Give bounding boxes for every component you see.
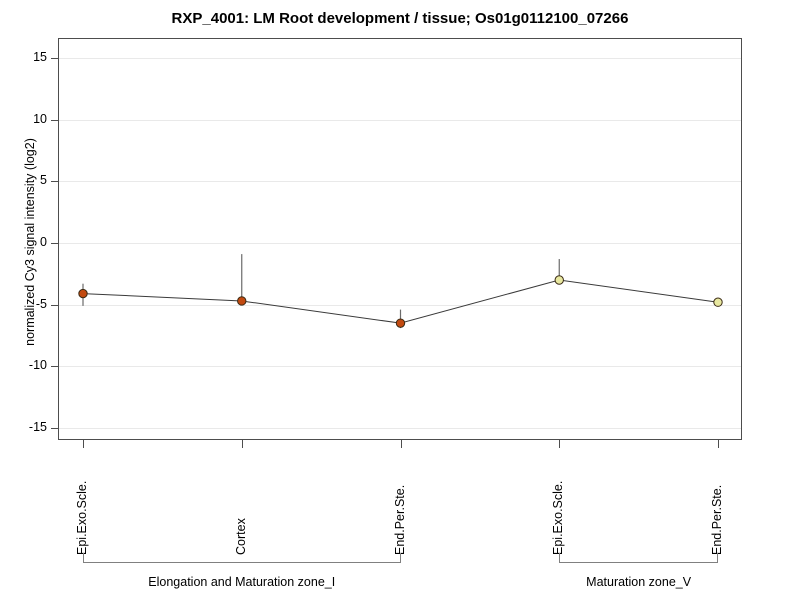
gridline <box>59 58 741 59</box>
gridline <box>59 181 741 183</box>
y-tick-mark <box>51 366 58 368</box>
gridline <box>59 428 741 429</box>
group-bracket <box>559 553 718 563</box>
y-tick-label: 15 <box>33 50 47 64</box>
x-tick-mark <box>241 440 243 448</box>
y-tick-label: -5 <box>35 296 47 311</box>
gridline <box>59 366 741 368</box>
group-bracket <box>83 553 401 563</box>
gridline <box>59 119 741 121</box>
y-tick-mark <box>51 181 58 183</box>
group-label: Maturation zone_V <box>586 575 692 589</box>
y-tick-mark <box>51 119 58 121</box>
y-tick-mark <box>51 58 58 59</box>
y-tick-label: -10 <box>28 358 47 373</box>
y-tick-label: 5 <box>40 173 47 188</box>
y-tick-mark <box>51 304 58 306</box>
x-tick-mark <box>400 440 402 448</box>
group-label: Elongation and Maturation zone_I <box>148 575 336 589</box>
y-tick-label: 10 <box>33 111 47 126</box>
chart-title: RXP_4001: LM Root development / tissue; … <box>171 10 629 27</box>
y-tick-mark <box>51 243 58 244</box>
y-tick-label: -15 <box>28 420 47 434</box>
y-tick-label: 0 <box>40 235 47 249</box>
plot-area <box>58 38 742 440</box>
x-tick-mark <box>718 440 719 448</box>
x-tick-mark <box>559 440 561 448</box>
gridline <box>59 243 741 244</box>
y-tick-mark <box>51 428 58 429</box>
x-tick-mark <box>83 440 84 448</box>
